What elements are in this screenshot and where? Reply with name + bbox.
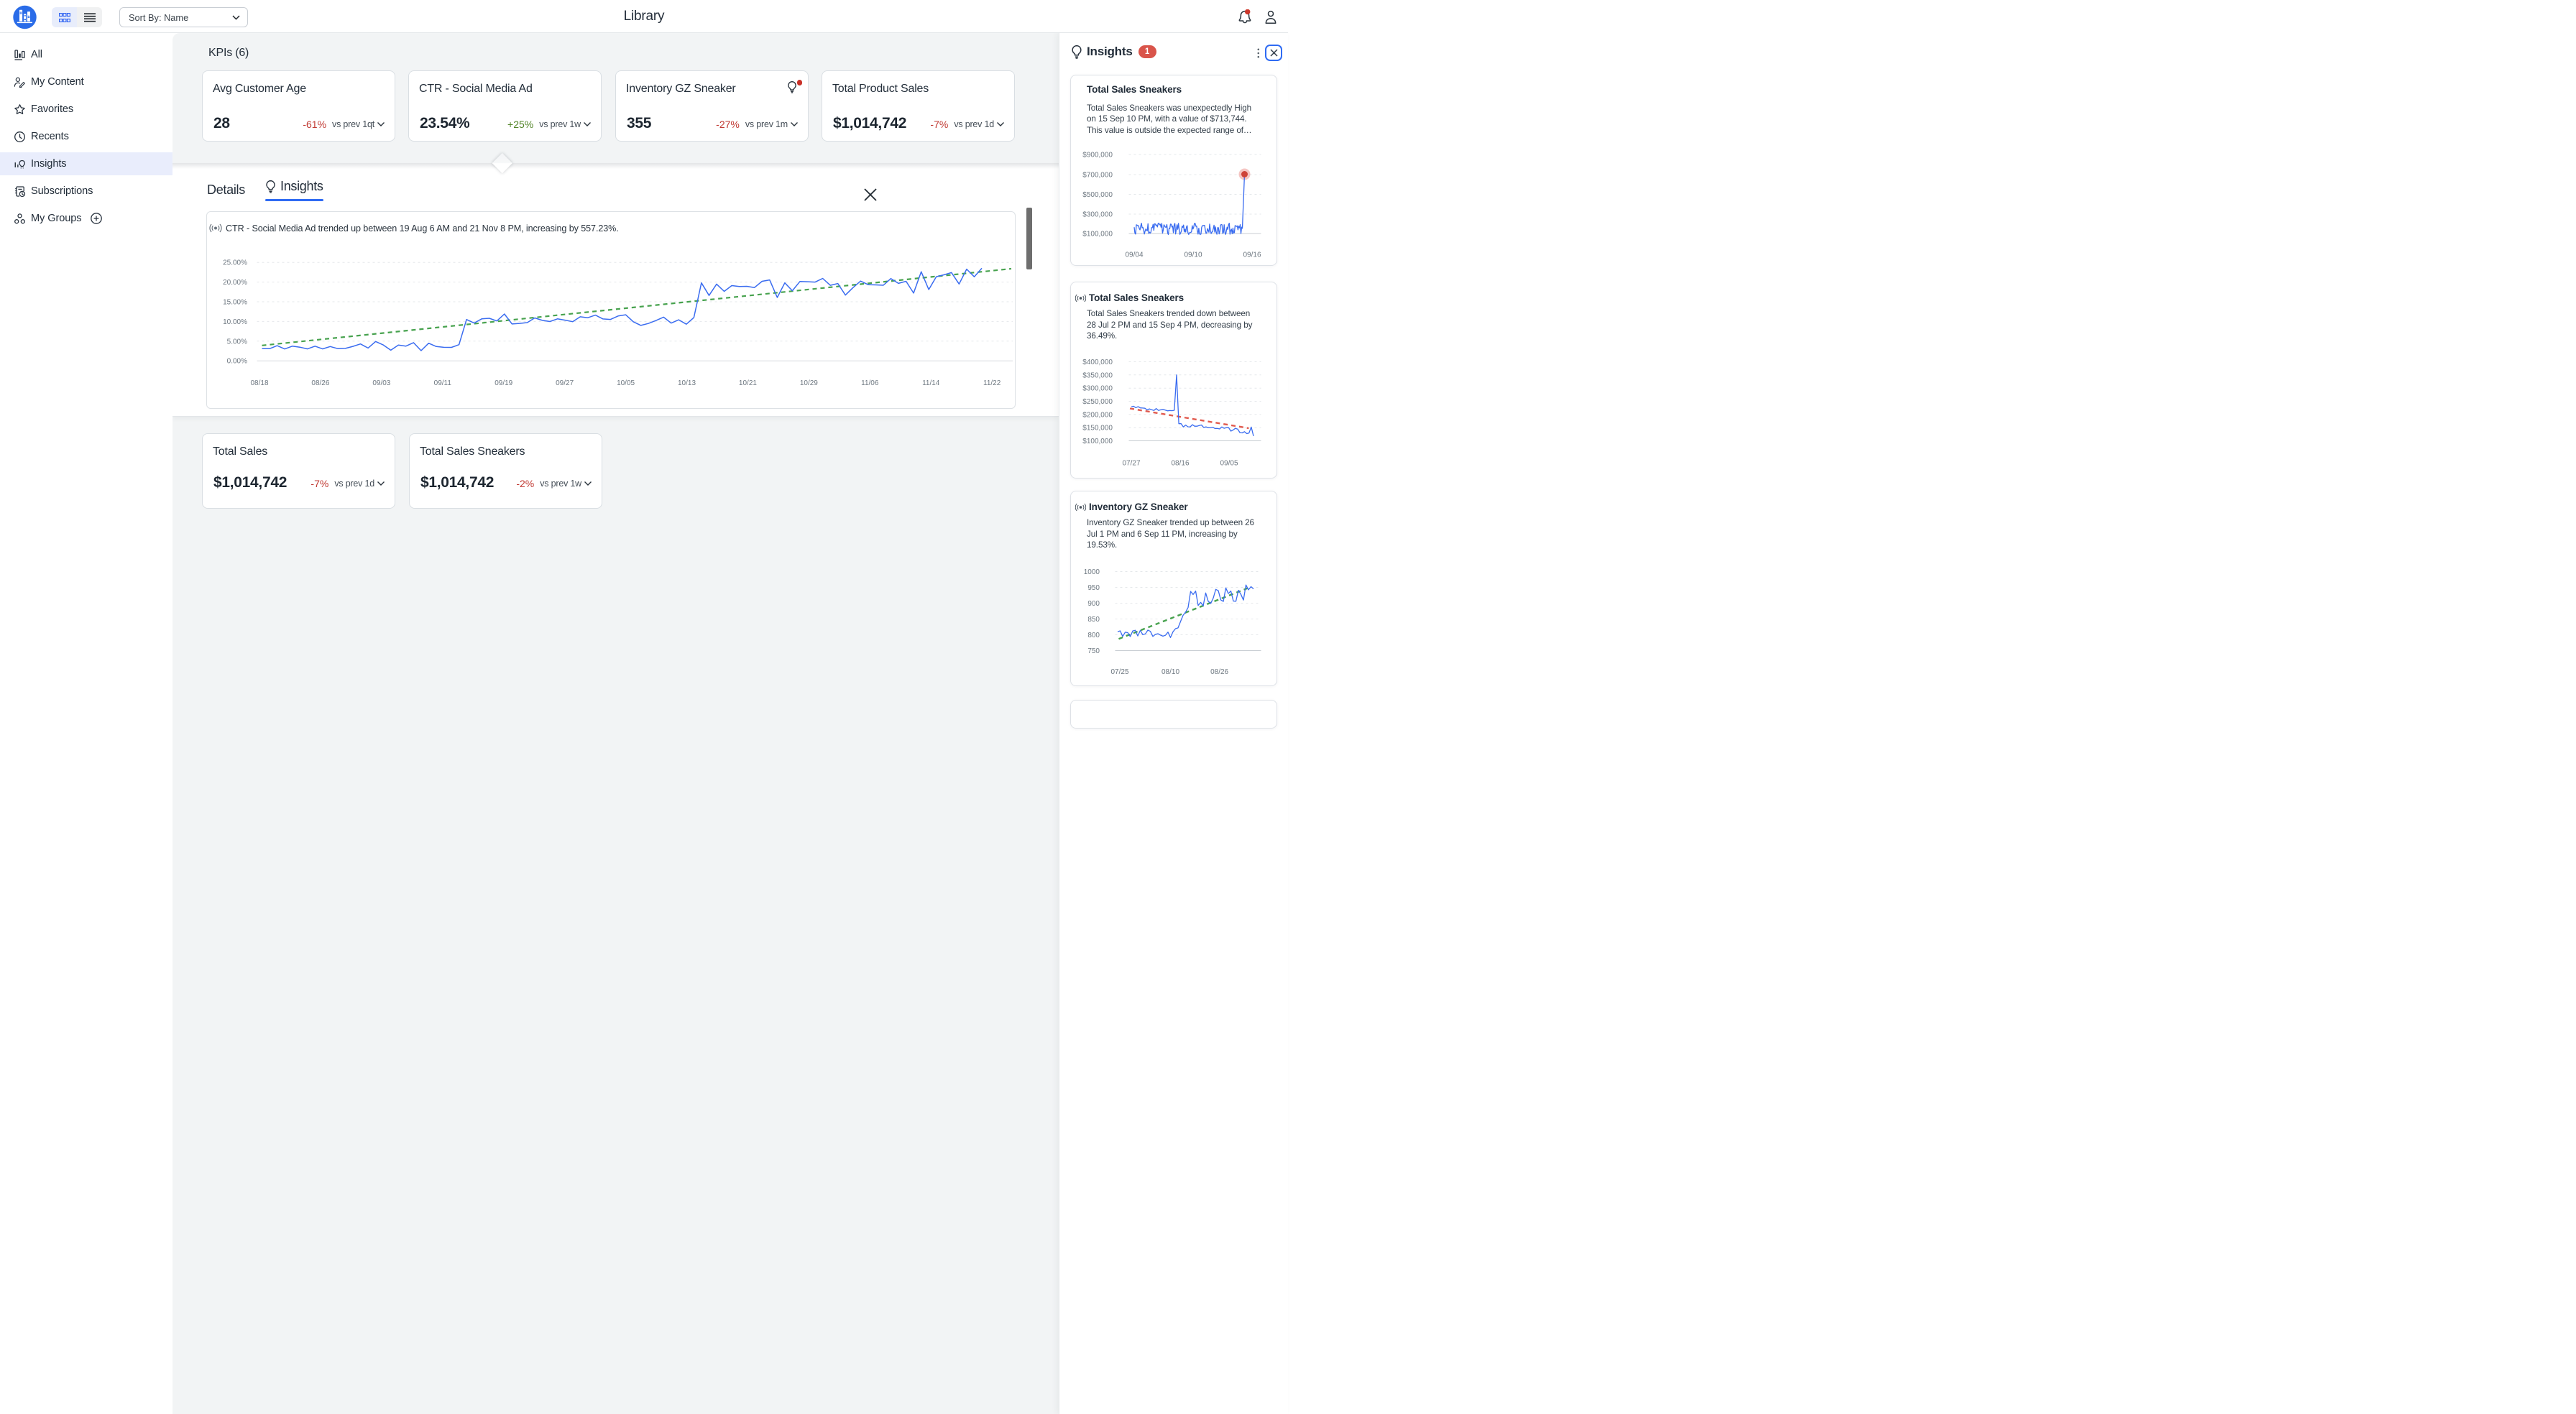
svg-text:08/18: 08/18: [250, 379, 268, 387]
svg-text:CTR - Social Media Ad trended: CTR - Social Media Ad trended up between…: [226, 223, 619, 234]
svg-text:09/19: 09/19: [494, 379, 512, 387]
svg-text:$300,000: $300,000: [1082, 211, 1113, 219]
svg-text:09/04: 09/04: [1125, 251, 1143, 259]
svg-text:0.00%: 0.00%: [227, 358, 247, 366]
svg-text:$300,000: $300,000: [1082, 385, 1113, 393]
svg-text:11/06: 11/06: [861, 379, 879, 387]
svg-text:$900,000: $900,000: [1082, 152, 1113, 160]
svg-text:08/10: 08/10: [1162, 668, 1179, 676]
svg-text:1000: 1000: [1084, 568, 1100, 576]
svg-text:$500,000: $500,000: [1082, 191, 1113, 199]
svg-text:08/26: 08/26: [1210, 668, 1228, 676]
svg-text:850: 850: [1087, 616, 1100, 624]
svg-text:750: 750: [1087, 647, 1100, 655]
svg-text:09/11: 09/11: [434, 379, 452, 387]
svg-text:900: 900: [1087, 600, 1100, 608]
svg-text:09/10: 09/10: [1184, 251, 1202, 259]
svg-text:25.00%: 25.00%: [223, 259, 247, 267]
svg-text:$100,000: $100,000: [1082, 231, 1113, 239]
svg-text:10.00%: 10.00%: [223, 318, 247, 326]
svg-text:08/26: 08/26: [311, 379, 329, 387]
svg-text:$350,000: $350,000: [1082, 371, 1113, 379]
svg-text:09/27: 09/27: [556, 379, 574, 387]
svg-text:07/25: 07/25: [1110, 668, 1128, 676]
svg-text:11/14: 11/14: [922, 379, 940, 387]
svg-text:09/03: 09/03: [372, 379, 390, 387]
svg-text:08/16: 08/16: [1171, 459, 1189, 467]
svg-text:$150,000: $150,000: [1082, 425, 1113, 433]
svg-text:10/21: 10/21: [739, 379, 757, 387]
svg-text:$100,000: $100,000: [1082, 438, 1113, 445]
svg-text:09/16: 09/16: [1243, 251, 1261, 259]
svg-text:950: 950: [1087, 584, 1100, 592]
svg-text:09/05: 09/05: [1220, 459, 1238, 467]
svg-text:$700,000: $700,000: [1082, 172, 1113, 180]
svg-text:$400,000: $400,000: [1082, 359, 1113, 366]
svg-text:$250,000: $250,000: [1082, 398, 1113, 406]
svg-text:$200,000: $200,000: [1082, 411, 1113, 419]
svg-text:07/27: 07/27: [1122, 459, 1140, 467]
svg-text:10/05: 10/05: [617, 379, 635, 387]
svg-text:15.00%: 15.00%: [223, 299, 247, 307]
svg-text:20.00%: 20.00%: [223, 279, 247, 287]
svg-text:10/29: 10/29: [800, 379, 818, 387]
svg-text:11/22: 11/22: [983, 379, 1001, 387]
svg-text:800: 800: [1087, 632, 1100, 639]
svg-text:5.00%: 5.00%: [227, 338, 247, 346]
svg-text:10/13: 10/13: [678, 379, 696, 387]
